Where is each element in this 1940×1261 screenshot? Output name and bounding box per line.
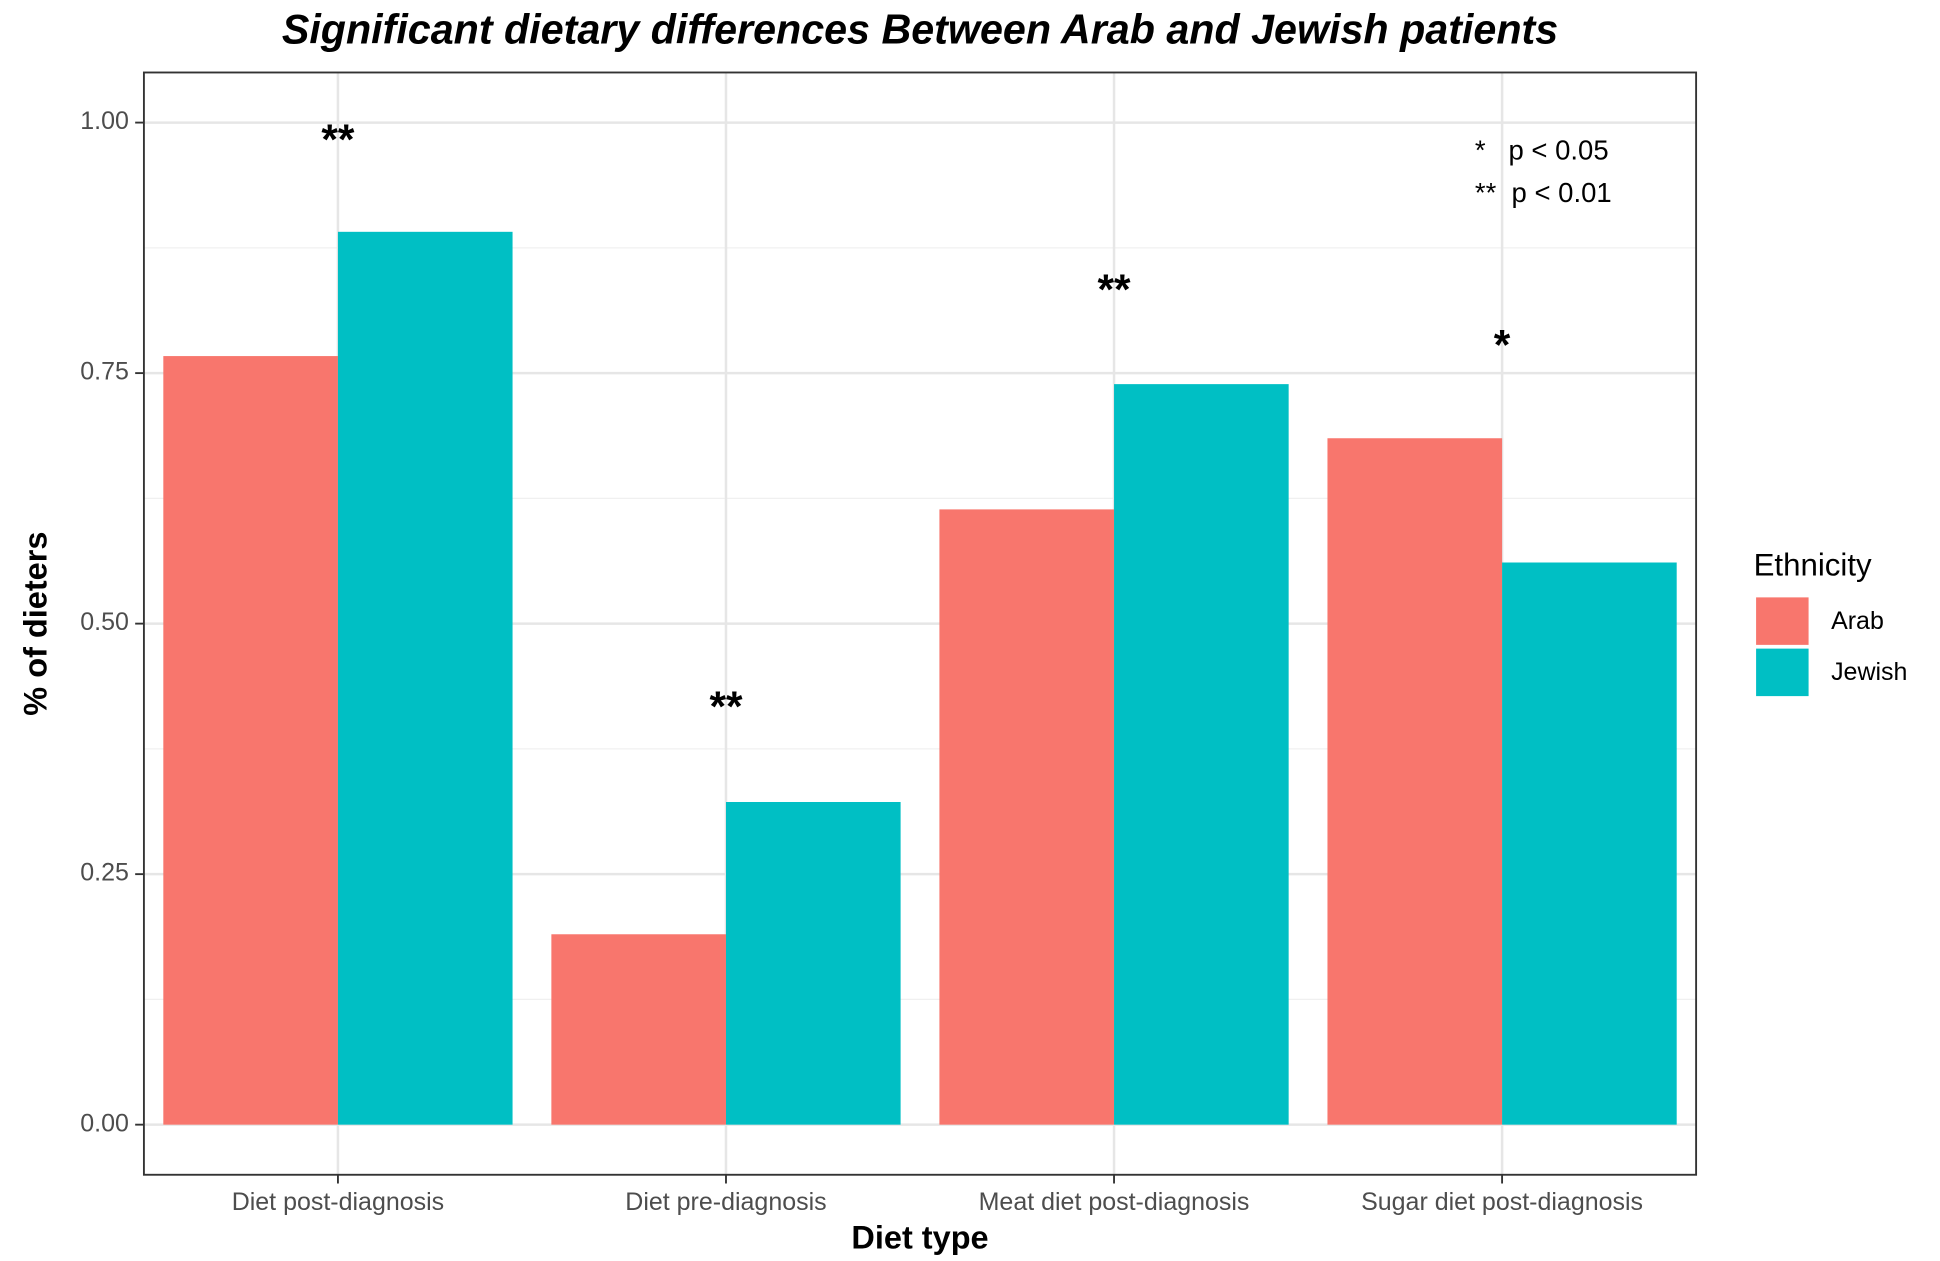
legend-key	[1756, 648, 1809, 697]
significance-label: **	[1097, 267, 1131, 314]
p-value-note: ** p < 0.01	[1475, 177, 1612, 208]
x-tick-label: Diet post-diagnosis	[232, 1188, 444, 1216]
significance-label: **	[709, 684, 743, 731]
y-tick-label: 0.75	[80, 358, 129, 386]
bar	[725, 801, 901, 1125]
bar	[163, 356, 338, 1125]
significance-label: **	[321, 117, 355, 164]
panel-border	[142, 71, 1698, 1176]
y-tick-label: 0.50	[80, 608, 129, 636]
legend-title: Ethnicity	[1754, 548, 1872, 583]
bar	[939, 509, 1115, 1125]
chart-title: Significant dietary differences Between …	[282, 6, 1558, 52]
y-axis-title: % of dieters	[17, 532, 53, 716]
x-axis-title: Diet type	[851, 1219, 988, 1255]
x-tick-label: Sugar diet post-diagnosis	[1361, 1188, 1643, 1216]
legend-label: Arab	[1831, 607, 1884, 635]
p-value-note: * p < 0.05	[1475, 135, 1609, 166]
bar	[1327, 438, 1503, 1125]
y-tick-label: 0.25	[80, 859, 129, 887]
bar	[1114, 384, 1289, 1125]
x-tick-label: Meat diet post-diagnosis	[979, 1188, 1250, 1216]
bar	[337, 231, 513, 1125]
significance-label: *	[1494, 322, 1511, 369]
y-tick-label: 1.00	[80, 107, 129, 135]
y-tick-label: 0.00	[80, 1109, 129, 1137]
bar	[1502, 562, 1677, 1125]
legend-label: Jewish	[1831, 658, 1907, 686]
x-tick-label: Diet pre-diagnosis	[625, 1188, 826, 1216]
bar	[551, 934, 726, 1125]
legend-key	[1756, 597, 1809, 645]
